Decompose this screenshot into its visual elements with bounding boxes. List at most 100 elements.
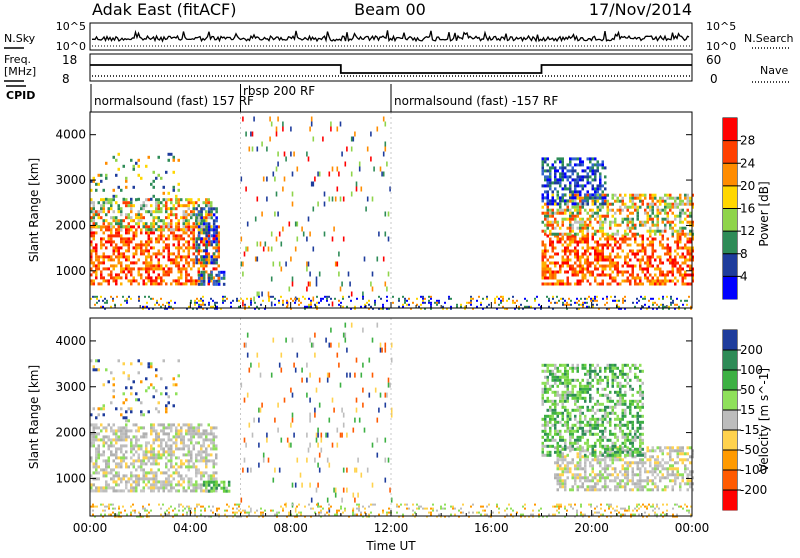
heatmap-cell xyxy=(170,456,173,459)
heatmap-cell xyxy=(682,262,685,265)
heatmap-cell xyxy=(115,435,118,438)
heatmap-cell xyxy=(367,468,369,473)
heatmap-cell xyxy=(115,453,118,456)
heatmap-cell xyxy=(340,287,342,292)
heatmap-cell xyxy=(281,242,283,247)
heatmap-cell xyxy=(602,244,605,247)
heatmap-cell xyxy=(544,415,547,418)
heatmap-cell xyxy=(642,485,645,488)
heatmap-cell xyxy=(677,230,680,233)
heatmap-cell xyxy=(113,219,116,222)
heatmap-cell xyxy=(213,252,216,255)
heatmap-cell xyxy=(198,270,201,273)
heatmap-cell xyxy=(579,262,582,265)
heatmap-cell xyxy=(203,222,206,225)
heatmap-cell xyxy=(567,169,570,172)
heatmap-cell xyxy=(589,488,592,491)
heatmap-cell xyxy=(317,463,319,468)
heatmap-cell xyxy=(105,489,108,492)
heatmap-cell xyxy=(642,283,645,286)
heatmap-cell xyxy=(662,473,665,476)
heatmap-cell xyxy=(148,264,151,267)
heatmap-cell xyxy=(150,468,153,471)
heatmap-cell xyxy=(659,262,662,265)
heatmap-cell xyxy=(622,238,625,241)
heatmap-cell xyxy=(103,237,106,240)
heatmap-cell xyxy=(634,206,637,209)
heatmap-cell xyxy=(438,302,440,304)
heatmap-cell xyxy=(115,432,118,435)
heatmap-cell xyxy=(612,265,615,268)
heatmap-cell xyxy=(679,212,682,215)
heatmap-cell xyxy=(587,178,590,181)
heatmap-cell xyxy=(190,237,193,240)
heatmap-cell xyxy=(385,438,387,443)
heatmap-cell xyxy=(577,253,580,256)
heatmap-cell xyxy=(220,271,223,274)
heatmap-cell xyxy=(188,249,191,252)
heatmap-cell xyxy=(679,203,682,206)
heatmap-cell xyxy=(105,368,108,371)
heatmap-cell xyxy=(178,270,181,273)
heatmap-cell xyxy=(93,204,96,207)
heatmap-cell xyxy=(204,304,206,306)
heatmap-cell xyxy=(554,367,557,370)
heatmap-cell xyxy=(343,333,345,338)
heatmap-cell xyxy=(306,287,308,292)
heatmap-cell xyxy=(574,233,577,236)
heatmap-cell xyxy=(594,373,597,376)
heatmap-cell xyxy=(105,471,108,474)
heatmap-cell xyxy=(103,198,106,201)
heatmap-cell xyxy=(195,465,198,468)
heatmap-cell xyxy=(183,282,186,285)
heatmap-cell xyxy=(362,363,364,368)
heatmap-cell xyxy=(153,195,156,198)
heatmap-cell xyxy=(183,489,186,492)
heatmap-cell xyxy=(135,252,138,255)
heatmap-cell xyxy=(627,253,630,256)
heatmap-cell xyxy=(574,157,577,160)
heatmap-cell xyxy=(544,157,547,160)
heatmap-cell xyxy=(639,262,642,265)
heatmap-cell xyxy=(190,201,193,204)
heatmap-cell xyxy=(195,240,198,243)
heatmap-cell xyxy=(178,240,181,243)
heatmap-cell xyxy=(155,486,158,489)
heatmap-cell xyxy=(594,253,597,256)
heatmap-cell xyxy=(564,400,567,403)
heatmap-cell xyxy=(689,256,692,259)
heatmap-cell xyxy=(274,418,276,423)
heatmap-cell xyxy=(599,256,602,259)
heatmap-cell xyxy=(682,280,685,283)
heatmap-cell xyxy=(308,298,310,300)
heatmap-cell xyxy=(105,465,108,468)
heatmap-cell xyxy=(569,427,572,430)
heatmap-cell xyxy=(317,443,319,448)
heatmap-cell xyxy=(579,418,582,421)
heatmap-cell xyxy=(592,364,595,367)
heatmap-cell xyxy=(584,364,587,367)
heatmap-cell xyxy=(639,224,642,227)
heatmap-cell xyxy=(594,256,597,259)
heatmap-cell xyxy=(652,203,655,206)
heatmap-cell xyxy=(652,247,655,250)
heatmap-cell xyxy=(672,268,675,271)
heatmap-cell xyxy=(185,444,188,447)
heatmap-cell xyxy=(582,391,585,394)
heatmap-cell xyxy=(607,473,610,476)
heatmap-cell xyxy=(165,210,168,213)
heatmap-cell xyxy=(632,218,635,221)
heatmap-cell xyxy=(306,393,308,398)
heatmap-cell xyxy=(422,302,424,304)
heatmap-cell xyxy=(569,187,572,190)
heatmap-cell xyxy=(687,479,690,482)
heatmap-cell xyxy=(569,194,572,197)
heatmap-cell xyxy=(662,296,664,298)
heatmap-cell xyxy=(268,300,270,302)
heatmap-cell xyxy=(562,458,565,461)
heatmap-cell xyxy=(544,190,547,193)
heatmap-cell xyxy=(138,456,141,459)
heatmap-cell xyxy=(155,459,158,462)
heatmap-cell xyxy=(564,379,567,382)
heatmap-cell xyxy=(158,258,161,261)
